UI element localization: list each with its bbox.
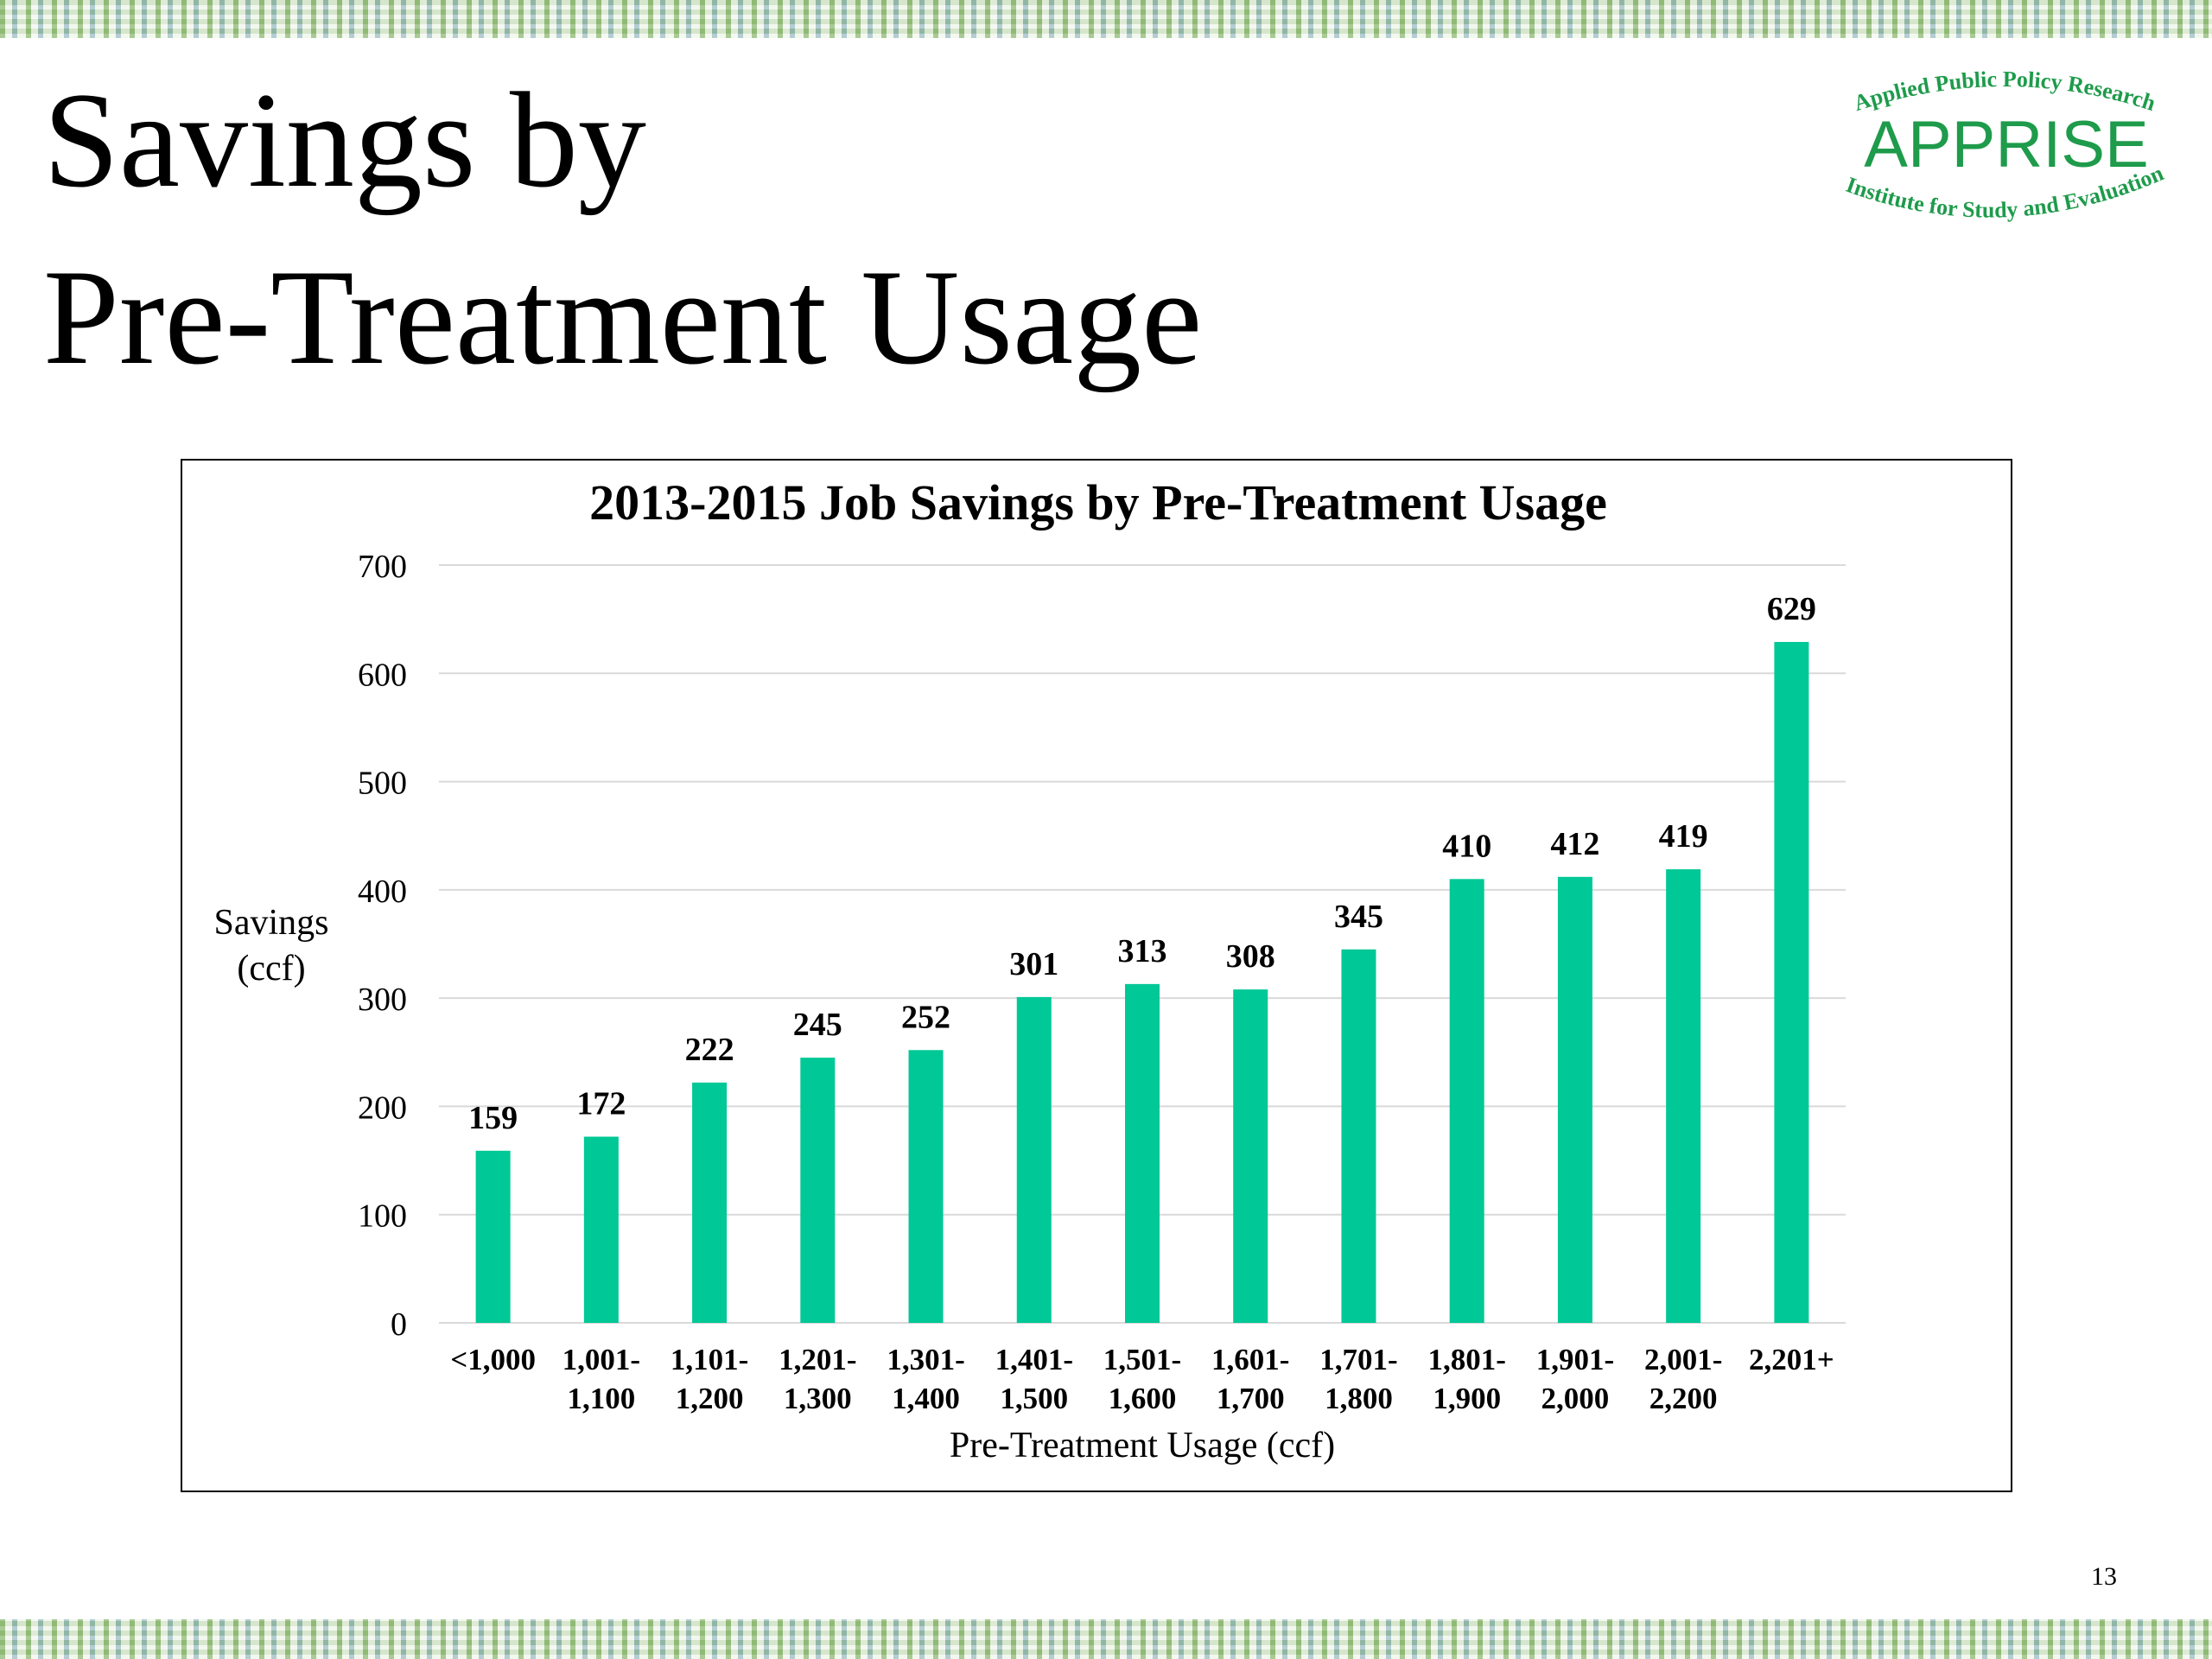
chart-frame: 2013-2015 Job Savings by Pre-Treatment U…	[181, 459, 2012, 1492]
bar	[1449, 879, 1484, 1323]
x-tick-label: 1,801-	[1427, 1343, 1505, 1376]
x-tick-label: 1,900	[1433, 1382, 1501, 1415]
bar	[800, 1058, 836, 1323]
data-label: 308	[1226, 938, 1275, 975]
bar	[1016, 996, 1052, 1323]
slide-title-line-1: Savings by	[43, 65, 646, 216]
y-axis-label: Savings	[213, 903, 328, 943]
data-label: 345	[1334, 899, 1383, 935]
x-tick-label: 1,800	[1325, 1382, 1393, 1415]
data-label: 301	[1009, 946, 1058, 982]
x-tick-label: 1,600	[1109, 1382, 1177, 1415]
slide-title: Savings by Pre-Treatment Usage	[43, 52, 1339, 406]
y-tick-label: 400	[358, 874, 407, 910]
x-tick-label: 2,000	[1541, 1382, 1610, 1415]
y-tick-label: 700	[358, 549, 407, 585]
data-label: 252	[901, 999, 950, 1035]
x-tick-label: 1,601-	[1211, 1343, 1289, 1376]
apprise-logo: Applied Public Policy Research APPRISE I…	[1843, 67, 2168, 223]
data-label: 419	[1659, 818, 1708, 855]
bar	[908, 1050, 944, 1323]
x-tick-label: 2,200	[1649, 1382, 1718, 1415]
x-tick-label: 1,301-	[887, 1343, 964, 1376]
data-label: 410	[1442, 828, 1491, 864]
x-tick-label: 1,700	[1217, 1382, 1285, 1415]
y-tick-label: 200	[358, 1090, 407, 1126]
logo-brand-text: APPRISE	[1864, 108, 2148, 181]
data-label: 159	[468, 1100, 518, 1136]
x-tick-label: 1,401-	[995, 1343, 1073, 1376]
x-axis-label: Pre-Treatment Usage (ccf)	[950, 1426, 1335, 1465]
data-label: 313	[1118, 933, 1167, 969]
y-tick-label: 500	[358, 766, 407, 802]
x-tick-label: 2,001-	[1644, 1343, 1722, 1376]
bar	[1341, 949, 1376, 1323]
bottom-decorative-band	[0, 1619, 2212, 1659]
x-tick-label: 1,101-	[671, 1343, 748, 1376]
chart-title: 2013-2015 Job Savings by Pre-Treatment U…	[589, 474, 1607, 531]
data-label: 412	[1550, 826, 1599, 862]
x-tick-label: 1,701-	[1319, 1343, 1397, 1376]
bar	[692, 1082, 728, 1323]
bar	[475, 1150, 511, 1323]
bar	[583, 1136, 619, 1323]
slide-title-line-2: Pre-Treatment Usage	[43, 242, 1203, 393]
data-label: 172	[576, 1086, 626, 1122]
x-tick-label: <1,000	[450, 1343, 536, 1376]
x-tick-label: 1,001-	[563, 1343, 640, 1376]
y-tick-label: 100	[358, 1198, 407, 1235]
x-tick-label: 1,300	[784, 1382, 852, 1415]
y-axis-label: (ccf)	[237, 949, 305, 988]
bar	[1125, 983, 1160, 1323]
x-tick-label: 1,100	[567, 1382, 635, 1415]
x-tick-label: 1,500	[1000, 1382, 1068, 1415]
x-tick-label: 1,400	[892, 1382, 960, 1415]
x-tick-label: 1,201-	[779, 1343, 856, 1376]
bar-chart: 2013-2015 Job Savings by Pre-Treatment U…	[213, 474, 1846, 1465]
top-decorative-band	[0, 0, 2212, 38]
bar	[1774, 641, 1809, 1323]
x-tick-label: 1,901-	[1536, 1343, 1614, 1376]
y-tick-label: 0	[391, 1306, 407, 1343]
x-tick-label: 1,200	[676, 1382, 744, 1415]
data-label: 245	[793, 1007, 842, 1043]
data-label: 629	[1767, 591, 1816, 627]
bar	[1666, 869, 1701, 1323]
y-tick-label: 600	[358, 657, 407, 693]
x-tick-label: 1,501-	[1103, 1343, 1181, 1376]
data-label: 222	[685, 1032, 734, 1068]
bar	[1557, 876, 1592, 1323]
page-number: 13	[2091, 1562, 2117, 1591]
bar	[1233, 989, 1268, 1323]
y-tick-label: 300	[358, 982, 407, 1018]
x-tick-label: 2,201+	[1749, 1343, 1834, 1376]
